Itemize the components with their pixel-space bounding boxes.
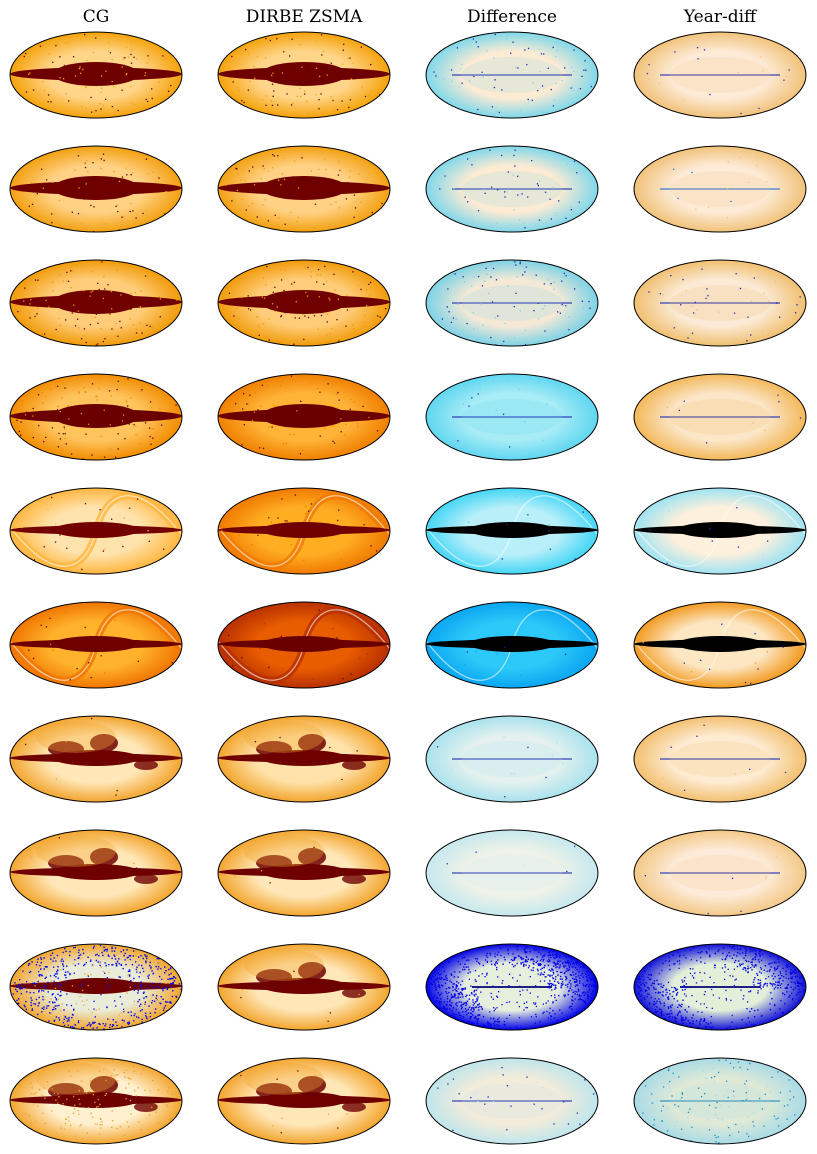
sky-map-panel bbox=[10, 1058, 182, 1144]
sky-map-panel bbox=[426, 944, 598, 1030]
map-outline bbox=[425, 31, 599, 119]
sky-map-panel bbox=[426, 260, 598, 346]
sky-map-panel bbox=[634, 944, 806, 1030]
map-outline bbox=[425, 943, 599, 1031]
sky-map-panel bbox=[10, 32, 182, 118]
map-outline bbox=[633, 487, 807, 575]
map-outline bbox=[633, 601, 807, 689]
sky-map-panel bbox=[426, 602, 598, 688]
map-outline bbox=[425, 259, 599, 347]
map-outline bbox=[425, 829, 599, 917]
sky-map-panel bbox=[10, 260, 182, 346]
sky-map-panel bbox=[634, 602, 806, 688]
sky-map-panel bbox=[10, 716, 182, 802]
map-outline bbox=[633, 259, 807, 347]
map-outline bbox=[9, 1057, 183, 1145]
map-outline bbox=[217, 829, 391, 917]
map-outline bbox=[9, 145, 183, 233]
sky-map-panel bbox=[218, 146, 390, 232]
sky-map-panel bbox=[634, 374, 806, 460]
sky-map-panel bbox=[426, 830, 598, 916]
sky-map-panel bbox=[218, 716, 390, 802]
map-outline bbox=[425, 145, 599, 233]
sky-map-panel bbox=[10, 488, 182, 574]
sky-map-panel bbox=[218, 830, 390, 916]
sky-map-panel bbox=[218, 602, 390, 688]
map-outline bbox=[9, 715, 183, 803]
sky-map-panel bbox=[218, 944, 390, 1030]
map-outline bbox=[633, 715, 807, 803]
sky-map-panel bbox=[634, 1058, 806, 1144]
sky-map-panel bbox=[634, 830, 806, 916]
map-outline bbox=[9, 943, 183, 1031]
sky-map-panel bbox=[634, 716, 806, 802]
map-outline bbox=[217, 373, 391, 461]
map-outline bbox=[425, 1057, 599, 1145]
map-outline bbox=[9, 829, 183, 917]
sky-map-panel bbox=[426, 1058, 598, 1144]
sky-map-panel bbox=[10, 374, 182, 460]
column-title-year-diff: Year-diff bbox=[683, 7, 757, 27]
sky-map-panel bbox=[634, 488, 806, 574]
column-title-difference: Difference bbox=[467, 7, 557, 27]
sky-map-panel bbox=[10, 146, 182, 232]
map-outline bbox=[217, 1057, 391, 1145]
map-outline bbox=[425, 715, 599, 803]
map-outline bbox=[633, 31, 807, 119]
map-outline bbox=[9, 601, 183, 689]
map-outline bbox=[633, 1057, 807, 1145]
map-outline bbox=[633, 145, 807, 233]
column-title-cg: CG bbox=[82, 7, 110, 27]
sky-map-panel bbox=[218, 1058, 390, 1144]
sky-map-panel bbox=[218, 488, 390, 574]
map-outline bbox=[425, 487, 599, 575]
sky-map-panel bbox=[426, 488, 598, 574]
map-outline bbox=[217, 145, 391, 233]
sky-map-panel bbox=[10, 602, 182, 688]
sky-map-panel bbox=[634, 32, 806, 118]
map-outline bbox=[9, 31, 183, 119]
map-outline bbox=[217, 31, 391, 119]
map-outline bbox=[217, 487, 391, 575]
column-title-dirbe-zsma: DIRBE ZSMA bbox=[245, 7, 363, 27]
sky-map-panel bbox=[426, 374, 598, 460]
sky-map-panel bbox=[634, 260, 806, 346]
map-outline bbox=[217, 943, 391, 1031]
map-outline bbox=[217, 715, 391, 803]
map-outline bbox=[217, 259, 391, 347]
map-outline bbox=[425, 373, 599, 461]
map-outline bbox=[9, 259, 183, 347]
sky-map-panel bbox=[426, 32, 598, 118]
sky-map-panel bbox=[218, 32, 390, 118]
map-outline bbox=[217, 601, 391, 689]
sky-map-panel bbox=[426, 716, 598, 802]
map-outline bbox=[633, 943, 807, 1031]
sky-map-panel bbox=[634, 146, 806, 232]
sky-map-panel bbox=[10, 830, 182, 916]
map-outline bbox=[9, 373, 183, 461]
sky-map-panel bbox=[426, 146, 598, 232]
sky-map-panel bbox=[10, 944, 182, 1030]
map-outline bbox=[9, 487, 183, 575]
sky-map-panel bbox=[218, 260, 390, 346]
map-outline bbox=[633, 373, 807, 461]
map-outline bbox=[425, 601, 599, 689]
sky-map-panel bbox=[218, 374, 390, 460]
map-outline bbox=[633, 829, 807, 917]
